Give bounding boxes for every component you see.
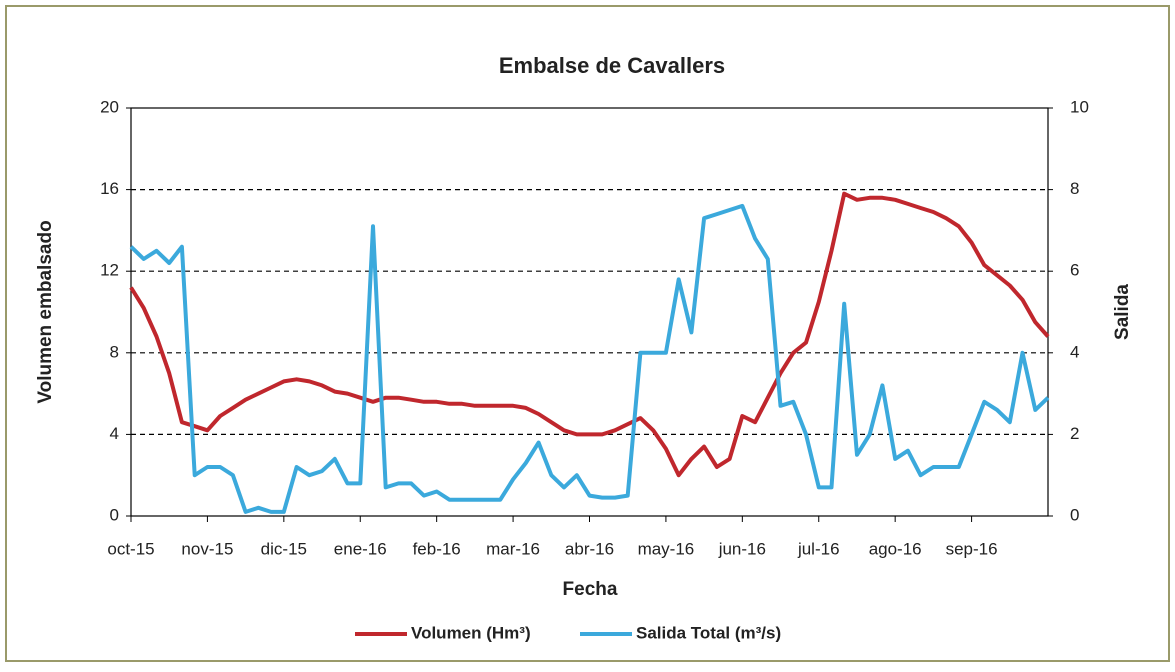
y-axis-label: Volumen embalsado bbox=[35, 220, 56, 403]
y-tick-label: 0 bbox=[110, 505, 119, 524]
y2-axis-label: Salida bbox=[1112, 284, 1133, 340]
y-tick-label: 12 bbox=[100, 261, 119, 280]
y2-tick-label: 2 bbox=[1070, 424, 1079, 443]
y2-tick-label: 0 bbox=[1070, 505, 1079, 524]
legend-label: Volumen (Hm³) bbox=[411, 623, 531, 642]
frame bbox=[5, 5, 1170, 662]
x-tick-label: dic-15 bbox=[261, 539, 307, 558]
x-tick-label: mar-16 bbox=[486, 539, 540, 558]
y2-tick-label: 10 bbox=[1070, 97, 1089, 116]
x-tick-label: nov-15 bbox=[181, 539, 233, 558]
x-tick-label: sep-16 bbox=[946, 539, 998, 558]
y2-tick-label: 4 bbox=[1070, 342, 1079, 361]
y2-tick-label: 8 bbox=[1070, 179, 1079, 198]
y-tick-label: 8 bbox=[110, 342, 119, 361]
x-tick-label: ago-16 bbox=[869, 539, 922, 558]
y-tick-label: 4 bbox=[110, 424, 119, 443]
chart-title: Embalse de Cavallers bbox=[499, 53, 725, 78]
x-tick-label: ene-16 bbox=[334, 539, 387, 558]
x-tick-label: may-16 bbox=[638, 539, 695, 558]
x-tick-label: jul-16 bbox=[797, 539, 840, 558]
series-line bbox=[129, 191, 1050, 478]
series-line bbox=[129, 203, 1050, 514]
y2-tick-label: 6 bbox=[1070, 261, 1079, 280]
legend-label: Salida Total (m³/s) bbox=[636, 623, 781, 642]
x-tick-label: jun-16 bbox=[718, 539, 766, 558]
x-tick-label: oct-15 bbox=[107, 539, 154, 558]
x-tick-label: feb-16 bbox=[413, 539, 461, 558]
x-axis-label: Fecha bbox=[563, 579, 618, 600]
y-tick-label: 20 bbox=[100, 97, 119, 116]
y-tick-label: 16 bbox=[100, 179, 119, 198]
x-tick-label: abr-16 bbox=[565, 539, 614, 558]
